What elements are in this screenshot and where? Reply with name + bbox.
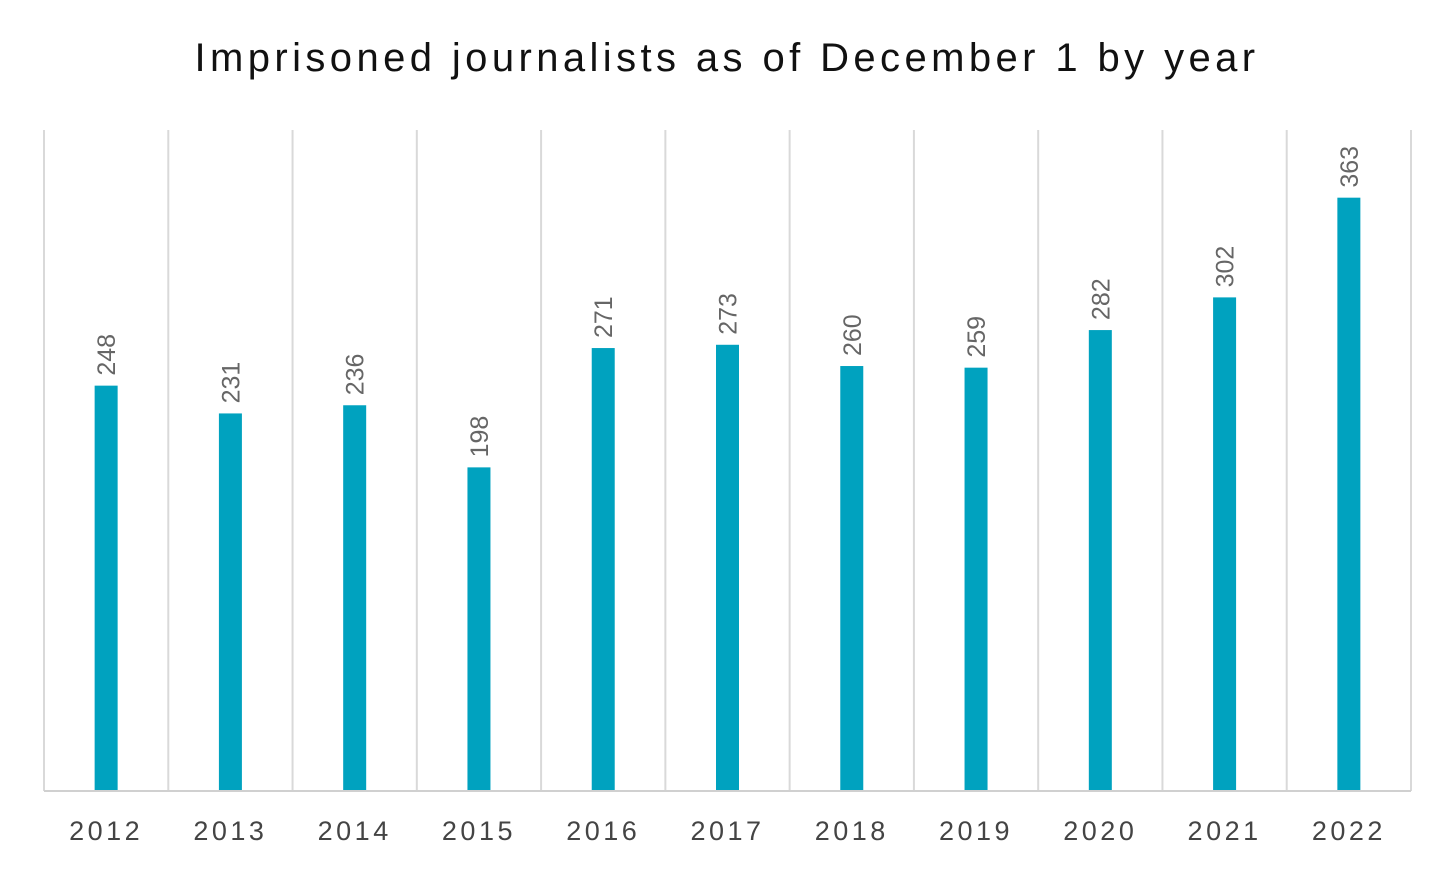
chart-title: Imprisoned journalists as of December 1 … xyxy=(195,36,1260,80)
data-label-2022: 363 xyxy=(1336,146,1364,188)
x-tick-2013: 2013 xyxy=(193,816,267,846)
x-tick-2012: 2012 xyxy=(69,816,143,846)
bars xyxy=(94,197,1361,791)
bar-2019 xyxy=(964,367,988,791)
bar-2022 xyxy=(1337,197,1361,791)
bar-2016 xyxy=(591,348,615,791)
bar-2014 xyxy=(343,405,367,791)
bar-2013 xyxy=(218,413,242,791)
x-axis-ticks: 2012 2013 2014 2015 2016 2017 2018 2019 2020 2021… xyxy=(69,816,1386,846)
x-tick-2015: 2015 xyxy=(442,816,516,846)
data-label-2021: 302 xyxy=(1212,246,1240,288)
bar-2018 xyxy=(840,366,864,791)
data-labels: 248 231 236 198 271 273 260 259 282 302 363 xyxy=(93,146,1364,457)
x-tick-2016: 2016 xyxy=(566,816,640,846)
bar-2017 xyxy=(716,344,739,791)
x-tick-2022: 2022 xyxy=(1312,816,1386,846)
bar-2015 xyxy=(467,467,491,791)
data-label-2019: 259 xyxy=(963,316,991,358)
data-label-2012: 248 xyxy=(93,334,121,376)
x-tick-2021: 2021 xyxy=(1188,816,1262,846)
x-tick-2018: 2018 xyxy=(815,816,889,846)
bar-2020 xyxy=(1088,330,1112,791)
data-label-2020: 282 xyxy=(1087,278,1115,320)
grid-lines xyxy=(43,130,1412,791)
x-tick-2019: 2019 xyxy=(939,816,1013,846)
data-label-2016: 271 xyxy=(590,296,618,338)
data-label-2014: 236 xyxy=(342,354,370,396)
data-label-2015: 198 xyxy=(466,416,494,458)
data-label-2017: 273 xyxy=(715,293,743,335)
x-tick-2020: 2020 xyxy=(1063,816,1137,846)
x-tick-2017: 2017 xyxy=(690,816,764,846)
bar-2012 xyxy=(94,385,118,791)
data-label-2018: 260 xyxy=(839,314,867,356)
bar-2021 xyxy=(1213,297,1237,791)
data-label-2013: 231 xyxy=(217,362,245,404)
x-tick-2014: 2014 xyxy=(318,816,392,846)
